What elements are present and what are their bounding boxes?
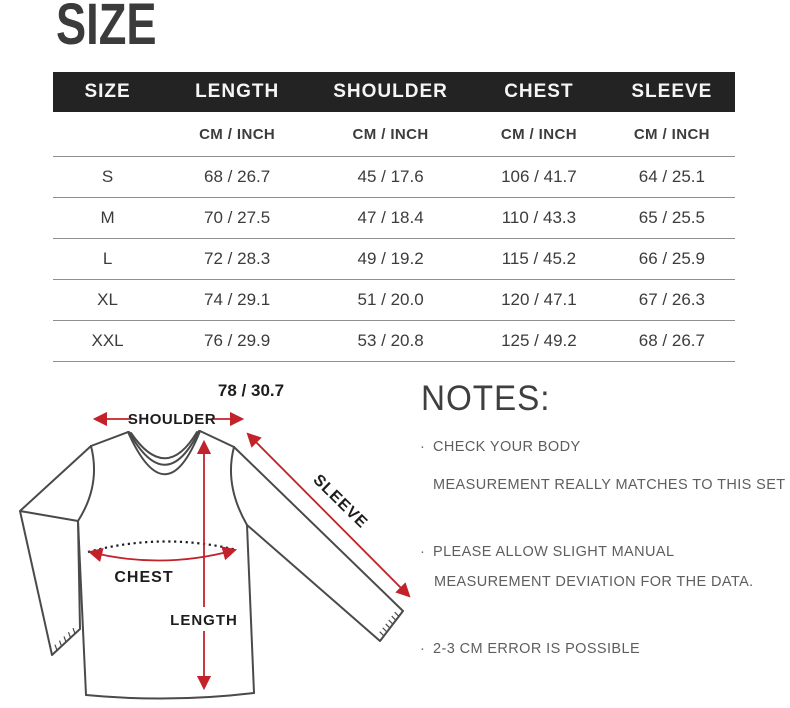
length-label: LENGTH: [170, 612, 238, 629]
sleeve-cell: 67 / 26.3: [638, 290, 705, 309]
header-cell-length: LENGTH: [195, 81, 280, 102]
note-text: MEASUREMENT REALLY MATCHES TO THIS SET: [433, 477, 786, 493]
shoulder-cell: 53 / 20.8: [357, 331, 424, 350]
bullet-icon: ·: [420, 544, 426, 560]
overall-measurement-label: 78 / 30.7: [218, 381, 284, 400]
unit-cell: CM / INCH: [199, 125, 276, 143]
table-row-m: M 70 / 27.5 47 / 18.4 110 / 43.3 65 / 25…: [53, 198, 735, 239]
table-row-xxl: XXL 76 / 29.9 53 / 20.8 125 / 49.2 68 / …: [53, 321, 735, 362]
note-item: · 2-3 CM ERROR IS POSSIBLE: [420, 641, 640, 657]
length-cell: 70 / 27.5: [204, 208, 271, 227]
note-item: · PLEASE ALLOW SLIGHT MANUAL: [420, 544, 674, 560]
size-cell: XL: [97, 290, 118, 309]
length-label-backdrop: [166, 607, 242, 631]
sleeve-arrow: [246, 432, 411, 598]
size-table: SIZE LENGTH SHOULDER CHEST SLEEVE CM / I…: [53, 72, 735, 362]
shoulder-cell: 45 / 17.6: [357, 167, 424, 186]
note-text: CHECK YOUR BODY: [433, 439, 581, 455]
chest-dotted-arc: [87, 540, 238, 554]
header-cell-sleeve: SLEEVE: [631, 81, 713, 102]
length-cell: 68 / 26.7: [204, 167, 271, 186]
chest-cell: 110 / 43.3: [501, 208, 577, 227]
chest-cell: 115 / 45.2: [501, 249, 577, 268]
bullet-icon: ·: [420, 439, 426, 455]
chest-cell: 125 / 49.2: [501, 331, 577, 350]
size-cell: XXL: [91, 331, 124, 350]
chest-label: CHEST: [114, 569, 173, 586]
header-cell-size: SIZE: [84, 81, 131, 102]
shoulder-cell: 51 / 20.0: [357, 290, 424, 309]
unit-cell: CM / INCH: [633, 125, 710, 143]
chest-cell: 106 / 41.7: [501, 167, 577, 186]
note-text: 2-3 CM ERROR IS POSSIBLE: [433, 641, 641, 657]
length-cell: 74 / 29.1: [204, 290, 271, 309]
cuff-hatch-marks: [54, 611, 400, 651]
size-cell: S: [101, 167, 114, 186]
header-cell-shoulder: SHOULDER: [333, 81, 448, 102]
note-item-continuation: MEASUREMENT REALLY MATCHES TO THIS SET: [433, 477, 786, 493]
table-row-s: S 68 / 26.7 45 / 17.6 106 / 41.7 64 / 25…: [53, 157, 735, 198]
sleeve-label: SLEEVE: [310, 471, 371, 532]
shoulder-cell: 49 / 19.2: [357, 249, 424, 268]
unit-cell: CM / INCH: [352, 125, 429, 143]
table-unit-row: CM / INCH CM / INCH CM / INCH CM / INCH: [53, 112, 735, 157]
page-title: SIZE: [56, 0, 157, 57]
shoulder-label: SHOULDER: [128, 411, 216, 428]
shoulder-cell: 47 / 18.4: [357, 208, 424, 227]
table-row-xl: XL 74 / 29.1 51 / 20.0 120 / 47.1 67 / 2…: [53, 280, 735, 321]
bullet-icon: ·: [420, 641, 426, 657]
note-text: MEASUREMENT DEVIATION FOR THE DATA.: [434, 574, 754, 590]
size-cell: L: [102, 249, 113, 268]
note-item-continuation: MEASUREMENT DEVIATION FOR THE DATA.: [434, 574, 754, 590]
note-text: PLEASE ALLOW SLIGHT MANUAL: [433, 544, 675, 560]
header-cell-chest: CHEST: [504, 81, 574, 102]
length-cell: 72 / 28.3: [204, 249, 271, 268]
notes-heading: NOTES:: [421, 379, 551, 418]
sleeve-cell: 65 / 25.5: [638, 208, 705, 227]
sleeve-cell: 64 / 25.1: [638, 167, 705, 186]
chest-arrow: [87, 546, 238, 562]
note-item: · CHECK YOUR BODY: [420, 439, 581, 455]
sleeve-cell: 66 / 25.9: [638, 249, 705, 268]
table-row-l: L 72 / 28.3 49 / 19.2 115 / 45.2 66 / 25…: [53, 239, 735, 280]
chest-cell: 120 / 47.1: [501, 290, 577, 309]
unit-cell: CM / INCH: [500, 125, 577, 143]
size-cell: M: [100, 208, 115, 227]
sleeve-cell: 68 / 26.7: [638, 331, 705, 350]
table-header-row: SIZE LENGTH SHOULDER CHEST SLEEVE: [53, 72, 735, 112]
length-cell: 76 / 29.9: [204, 331, 271, 350]
shirt-outline: [19, 430, 404, 700]
shirt-measurement-diagram: 78 / 30.7 SHOULDER SLEEVE CHEST LENGTH: [19, 381, 411, 700]
